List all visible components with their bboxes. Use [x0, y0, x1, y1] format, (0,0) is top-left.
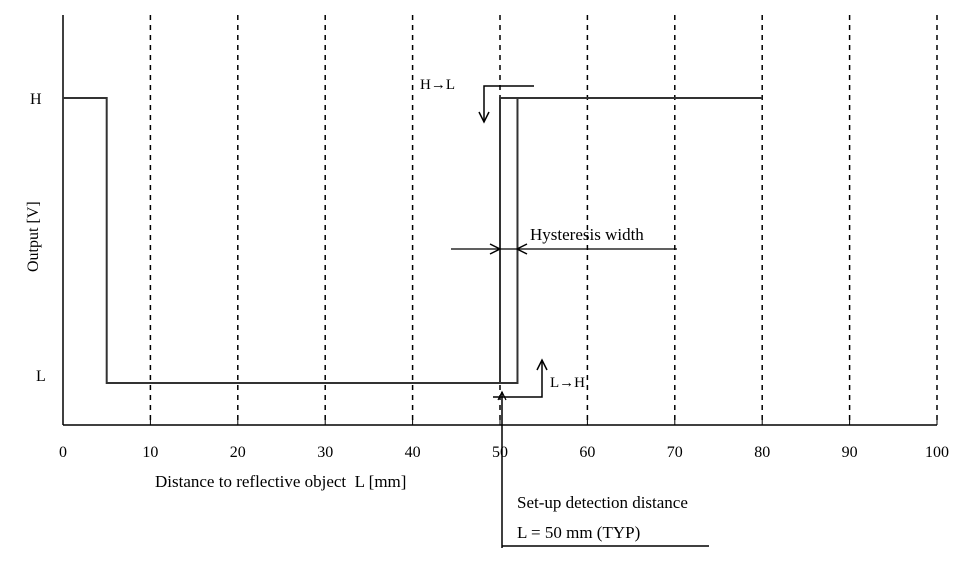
x-axis-label: Distance to reflective object L [mm]: [155, 472, 406, 491]
x-tick-label: 40: [405, 444, 421, 461]
x-tick-label: 60: [579, 444, 595, 461]
x-tick-label: 0: [59, 444, 67, 461]
x-tick-label: 80: [754, 444, 770, 461]
output-line: [63, 97, 763, 384]
h-to-l-label: H→L: [420, 77, 455, 93]
setup-label-1: Set-up detection distance: [517, 493, 688, 512]
x-tick-label: 30: [317, 444, 333, 461]
x-tick-label: 100: [925, 444, 949, 461]
y-level-l: L: [36, 368, 46, 385]
h-to-l-arrowhead: [478, 111, 490, 124]
x-tick-label: 90: [842, 444, 858, 461]
x-tick-label: 50: [492, 444, 508, 461]
y-level-h: H: [30, 91, 42, 108]
l-to-h-label: L→H: [550, 375, 585, 391]
y-axis-label: Output [V]: [25, 201, 42, 272]
l-to-h-arrowhead: [536, 358, 548, 371]
h-to-l-arrow: [483, 85, 534, 122]
hysteresis-label: Hysteresis width: [530, 225, 644, 244]
setup-arrowhead: [497, 390, 507, 401]
output-line: [499, 97, 518, 383]
x-tick-label: 70: [667, 444, 683, 461]
hysteresis-arrowhead-left: [515, 243, 528, 255]
setup-label-2: L = 50 mm (TYP): [517, 523, 640, 542]
x-tick-label: 10: [142, 444, 158, 461]
x-tick-label: 20: [230, 444, 246, 461]
hysteresis-arrowhead-right: [489, 243, 502, 255]
l-to-h-arrow: [493, 360, 543, 398]
